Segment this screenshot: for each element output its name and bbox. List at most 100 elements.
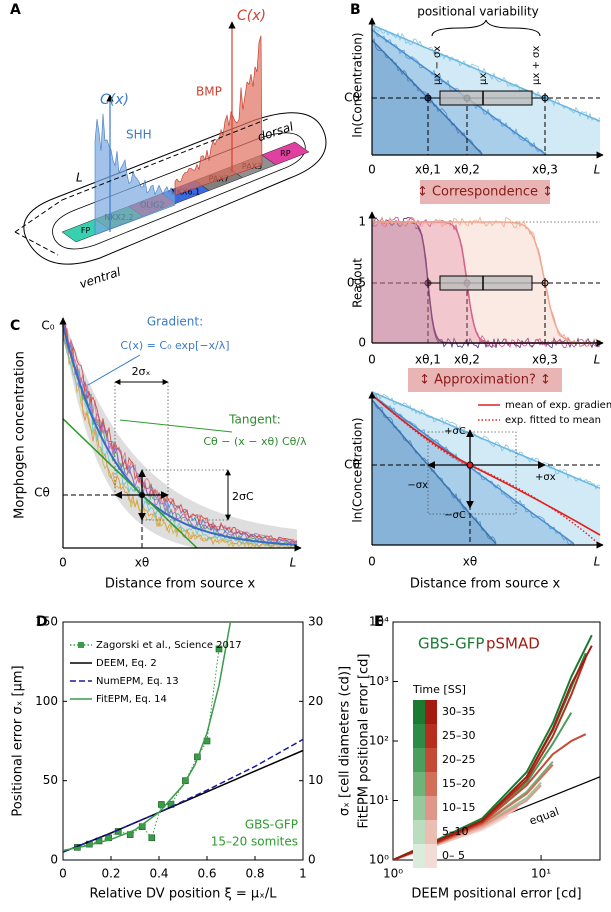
x-tick-label: 0.4 (149, 867, 168, 881)
tick-label: L (594, 163, 601, 177)
noisy-gradient (62, 324, 298, 549)
tick-label: 1 (358, 215, 366, 229)
panel-label: E (374, 614, 384, 630)
pointer (119, 419, 233, 433)
x-axis-label: DEEM positional error [cd] (411, 887, 581, 902)
axis-label: C(x) (100, 92, 129, 108)
x-tick-label: 1 (299, 867, 307, 881)
legend-label: 5–10 (442, 825, 469, 838)
legend-label: mean of exp. gradients (505, 400, 611, 411)
axis-label: C(x) (237, 8, 266, 24)
y-tick-label: 0 (50, 853, 58, 867)
data-point (148, 834, 156, 842)
y-tick-label: 150 (35, 615, 58, 629)
noisy-gradient (62, 322, 298, 544)
tick-label: xθ,3 (532, 353, 558, 367)
tick-label: Cθ (344, 91, 360, 105)
tick-label: Cθ (34, 486, 50, 500)
y-tick-label: 10⁰ (369, 853, 389, 867)
label: SHH (126, 128, 152, 142)
length-guide (14, 117, 271, 256)
shh-profile (94, 113, 176, 236)
annotation: 2σₓ (132, 365, 151, 378)
banner (408, 368, 562, 392)
y-tick-label: 100 (35, 694, 58, 708)
domain (261, 141, 310, 166)
legend-swatch (425, 772, 437, 796)
legend-swatch (413, 724, 425, 748)
label: L (76, 171, 83, 185)
axis-label: Readout (351, 258, 365, 308)
gradient-noisy (371, 27, 547, 154)
legend-swatch (425, 748, 437, 772)
legend-label: 30–35 (442, 705, 476, 718)
axis-label: ln(Concentration) (351, 417, 365, 522)
axis-label: Distance from source x (410, 577, 561, 592)
tick-label: xθ,3 (532, 163, 558, 177)
banner-text: ↕ Approximation? ↕ (419, 373, 551, 388)
spread (63, 315, 297, 548)
error-box (427, 431, 517, 515)
label: ventral (78, 265, 123, 292)
group-title: GBS-GFP (418, 635, 484, 653)
y-tick-label: 10⁴ (369, 615, 389, 629)
annotation: Cθ − (x − xθ) Cθ/λ (203, 435, 307, 448)
annotation: μx + σx (531, 46, 542, 85)
axis-label: Morphogen concentration (13, 351, 28, 519)
panel-label: A (10, 2, 21, 18)
panel-label: D (36, 614, 48, 630)
data-point (158, 801, 165, 808)
domain-label: NKX6.1 (171, 188, 200, 197)
tick-label: L (290, 556, 297, 570)
panel-label: B (350, 2, 361, 18)
x-tick-label: 0 (59, 867, 67, 881)
tick-label: L (594, 353, 601, 367)
box (439, 90, 533, 106)
pointer (87, 354, 141, 386)
legend-label: exp. fitted to mean (505, 415, 601, 426)
label: BMP (196, 85, 222, 99)
box (439, 275, 533, 291)
y-axis-label: FitEPM positional error [cd] (357, 654, 372, 829)
tick-label: 0.5 (347, 276, 366, 290)
annotation: Tangent: (228, 413, 281, 427)
tick-label: xθ,2 (454, 353, 480, 367)
x-tick-label: 10⁰ (383, 867, 403, 881)
plot-area (63, 622, 303, 853)
tick-label: C₀ (41, 319, 54, 333)
legend-swatch (425, 820, 437, 844)
axis-label: ln(Concentration) (351, 32, 365, 137)
legend-swatch (413, 796, 425, 820)
legend-label: 25–30 (442, 729, 476, 742)
domain-label: FP (81, 226, 91, 235)
annotation: positional variability (417, 5, 539, 19)
tick-label: 0 (368, 163, 376, 177)
legend-label: NumEPM, Eq. 13 (96, 676, 179, 687)
readout-area (372, 222, 600, 343)
x-tick-label: 0.8 (245, 867, 264, 881)
legend-swatch (413, 700, 425, 724)
legend-marker (78, 642, 84, 648)
annotation: −σx (407, 480, 428, 491)
width-box (114, 381, 169, 495)
legend-swatch (413, 820, 425, 844)
noisy-gradient (62, 333, 298, 548)
y2-tick-label: 10 (308, 773, 323, 787)
annotation: 2σC (232, 490, 254, 503)
y2-tick-label: 0 (308, 853, 316, 867)
tick-label: Cθ (344, 458, 360, 472)
legend-label: 20–25 (442, 753, 476, 766)
x-tick-label: 10¹ (531, 867, 551, 881)
mean-gradient (62, 324, 298, 546)
axis-label: Distance from source x (105, 577, 256, 592)
readout-area (372, 222, 600, 343)
tick-label: 0 (368, 353, 376, 367)
legend-swatch (425, 796, 437, 820)
tick-label: xθ,1 (415, 353, 441, 367)
banner (420, 180, 550, 204)
tangent (62, 418, 198, 549)
tick-label: xθ,2 (454, 163, 480, 177)
brace (431, 19, 541, 37)
domain-label: RP (280, 149, 291, 158)
y-tick-label: 10² (369, 734, 389, 748)
